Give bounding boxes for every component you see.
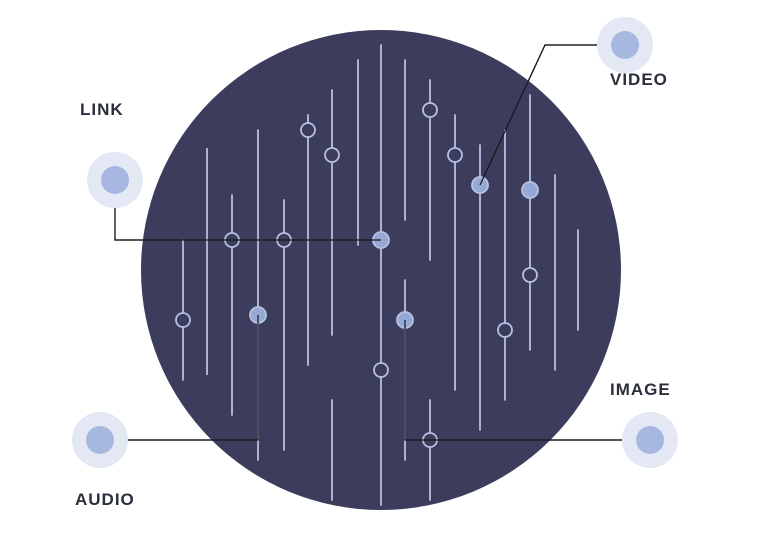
image-label: IMAGE [610,380,671,400]
image-marker-inner [636,426,664,454]
node-hollow [498,323,512,337]
node-hollow [325,148,339,162]
audio-label: AUDIO [75,490,135,510]
node-filled [522,182,538,198]
node-hollow [301,123,315,137]
node-hollow [448,148,462,162]
node-hollow [423,103,437,117]
link-marker-inner [101,166,129,194]
node-hollow [176,313,190,327]
node-hollow [523,268,537,282]
video-label: VIDEO [610,70,668,90]
video-marker-inner [611,31,639,59]
audio-marker-inner [86,426,114,454]
link-label: LINK [80,100,124,120]
node-hollow [374,363,388,377]
diagram-stage: LINK VIDEO AUDIO IMAGE [0,0,762,540]
